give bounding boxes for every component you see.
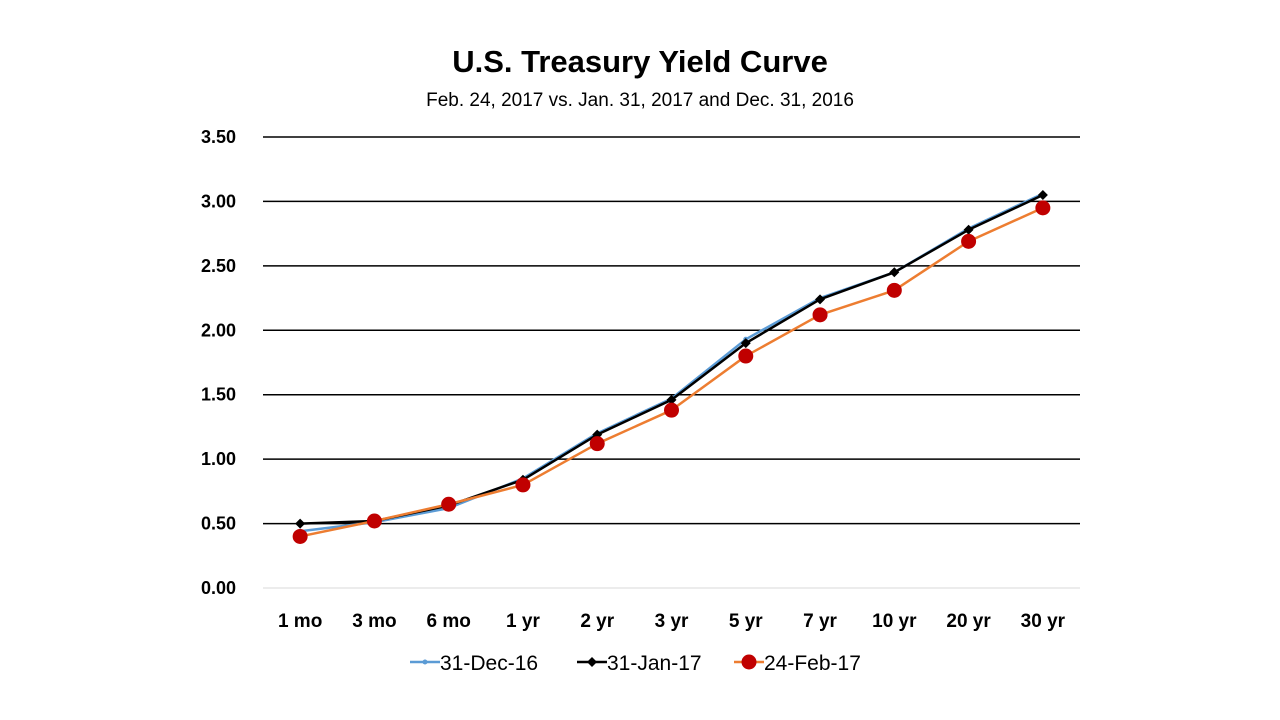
chart-subtitle: Feb. 24, 2017 vs. Jan. 31, 2017 and Dec.… — [426, 90, 854, 111]
y-tick-label: 3.00 — [201, 191, 236, 211]
x-tick-label: 5 yr — [729, 611, 763, 632]
x-tick-label: 7 yr — [803, 611, 837, 632]
gridlines — [263, 136, 1080, 589]
data-point — [295, 518, 306, 529]
legend-item: 31-Jan-17 — [577, 652, 702, 675]
y-tick-label: 2.00 — [201, 320, 236, 340]
legend-label: 31-Dec-16 — [440, 652, 538, 675]
data-point — [812, 307, 828, 323]
x-tick-label: 6 mo — [427, 611, 471, 632]
data-point — [741, 654, 757, 670]
series-line — [300, 193, 1044, 525]
data-point — [587, 657, 597, 667]
series-line — [299, 192, 1044, 533]
data-point — [886, 282, 902, 298]
data-point — [738, 348, 754, 364]
x-tick-label: 1 yr — [506, 611, 540, 632]
data-point — [961, 233, 977, 249]
y-tick-label: 0.00 — [201, 578, 236, 598]
data-point — [740, 338, 751, 349]
data-point — [589, 436, 605, 452]
x-tick-label: 20 yr — [946, 611, 991, 632]
y-tick-label: 3.50 — [201, 127, 236, 147]
x-tick-label: 1 mo — [278, 611, 322, 632]
y-tick-label: 0.50 — [201, 514, 236, 534]
data-point — [889, 267, 900, 278]
series-lines — [292, 189, 1051, 544]
series-31-Dec-16 — [297, 191, 1046, 534]
x-tick-label: 10 yr — [872, 611, 917, 632]
chart-title: U.S. Treasury Yield Curve — [452, 44, 828, 79]
x-tick-label: 3 mo — [352, 611, 396, 632]
y-axis-ticks: 0.00 0.50 1.00 1.50 2.00 2.50 3.00 3.50 — [201, 127, 236, 598]
y-tick-label: 1.50 — [201, 385, 236, 405]
data-point — [1035, 200, 1051, 216]
y-tick-label: 2.50 — [201, 256, 236, 276]
x-tick-label: 3 yr — [655, 611, 689, 632]
data-point — [422, 659, 428, 665]
series-line — [299, 206, 1044, 538]
legend: 31-Dec-16 31-Jan-17 24-Feb-17 — [410, 652, 861, 675]
legend-item: 31-Dec-16 — [410, 652, 538, 675]
data-point — [1037, 189, 1048, 200]
legend-item: 24-Feb-17 — [734, 652, 861, 675]
y-tick-label: 1.00 — [201, 449, 236, 469]
data-point — [292, 528, 308, 544]
data-point — [441, 496, 457, 512]
legend-label: 31-Jan-17 — [607, 652, 702, 675]
data-point — [963, 224, 974, 235]
x-tick-label: 2 yr — [580, 611, 614, 632]
series-31-Jan-17 — [295, 189, 1048, 529]
x-tick-label: 30 yr — [1021, 611, 1066, 632]
data-point — [366, 513, 382, 529]
series-24-Feb-17 — [292, 200, 1051, 544]
data-point — [666, 394, 677, 405]
legend-label: 24-Feb-17 — [764, 652, 861, 675]
data-point — [664, 402, 679, 418]
x-axis-ticks: 1 mo 3 mo 6 mo 1 yr 2 yr 3 yr 5 yr 7 yr 10 yr 20 … — [278, 611, 1066, 632]
data-point — [815, 294, 826, 305]
data-point — [515, 477, 531, 493]
